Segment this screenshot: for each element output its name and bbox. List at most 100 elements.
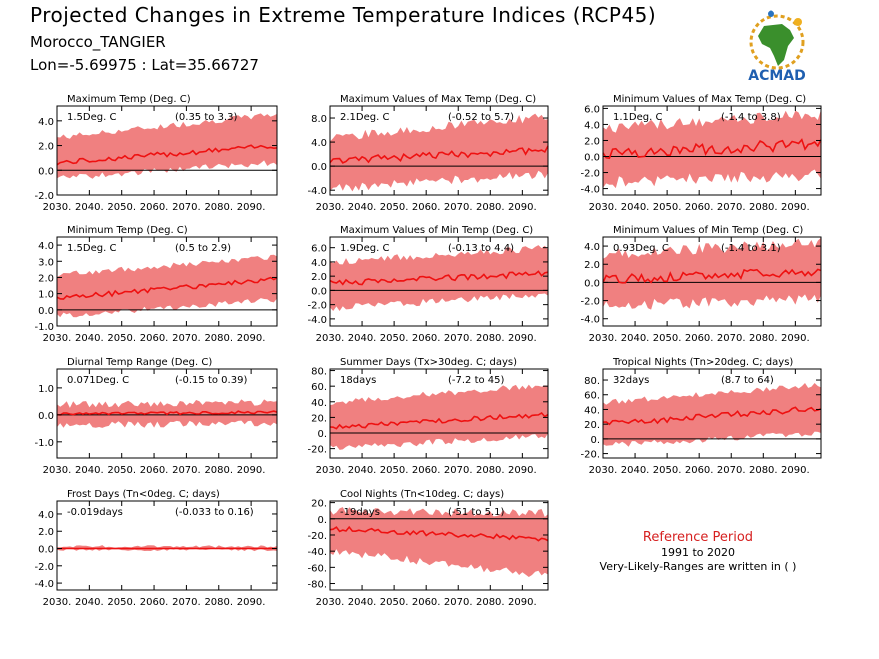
x-tick-label: 2070.	[172, 202, 201, 213]
x-tick-label: 2040.	[348, 333, 377, 344]
range-band	[330, 245, 548, 311]
range-value-label: (-51 to 5.1)	[448, 507, 505, 518]
range-value-label: (-1.4 to 3.8)	[721, 112, 781, 123]
x-tick-label: 2090.	[508, 333, 537, 344]
chart-title: Maximum Values of Min Temp (Deg. C)	[340, 225, 533, 236]
x-tick-label: 2060.	[685, 333, 714, 344]
plot-frame	[56, 105, 278, 196]
y-tick-label: -4.0	[34, 579, 54, 590]
y-tick-label: 40.	[584, 405, 600, 416]
median-line	[56, 276, 278, 300]
y-tick-label: -60.	[307, 563, 327, 574]
x-tick-label: 2090.	[237, 465, 266, 476]
x-tick-label: 2050.	[380, 202, 409, 213]
y-tick-label: 0.0	[38, 306, 54, 317]
y-tick-label: -4.0	[580, 315, 600, 326]
y-tick-label: 20.	[311, 499, 327, 510]
y-tick-label: -20.	[580, 450, 600, 461]
range-value-label: (-7.2 to 45)	[448, 375, 505, 386]
x-tick-label: 2090.	[237, 333, 266, 344]
y-tick-label: 60.	[311, 382, 327, 393]
range-value-label: (-0.52 to 5.7)	[448, 112, 514, 123]
plot-frame	[602, 368, 822, 459]
x-tick-label: 2070.	[172, 597, 201, 608]
plot-frame	[329, 105, 549, 196]
median-line	[56, 144, 278, 166]
y-tick-label: -1.0	[34, 438, 54, 449]
y-tick-label: 0.	[317, 429, 327, 440]
x-tick-label: 2040.	[621, 333, 650, 344]
x-tick-label: 2030.	[43, 465, 72, 476]
range-value-label: (-0.033 to 0.16)	[175, 507, 254, 518]
chart-title: Diurnal Temp Range (Deg. C)	[67, 357, 212, 368]
x-tick-label: 2050.	[380, 597, 409, 608]
x-tick-label: 2040.	[621, 202, 650, 213]
y-tick-label: 0.	[317, 515, 327, 526]
x-tick-label: 2040.	[621, 465, 650, 476]
y-tick-label: -4.0	[580, 185, 600, 196]
y-tick-label: 80.	[311, 367, 327, 378]
plot-frame	[56, 500, 278, 591]
location-coords: Lon=-5.69975 : Lat=35.66727	[30, 56, 259, 74]
y-tick-label: -2.0	[34, 562, 54, 573]
x-tick-label: 2030.	[43, 597, 72, 608]
median-value-label: 1.5Deg. C	[67, 112, 116, 123]
median-line	[329, 270, 549, 286]
x-tick-label: 2070.	[444, 597, 473, 608]
median-value-label: 18days	[340, 375, 376, 386]
x-tick-label: 2090.	[508, 597, 537, 608]
x-tick-label: 2060.	[412, 465, 441, 476]
y-tick-label: 2.0	[584, 136, 600, 147]
chart-title: Frost Days (Tn<0deg. C; days)	[67, 489, 220, 500]
y-tick-label: 0.0	[311, 286, 327, 297]
y-tick-label: -4.0	[307, 315, 327, 326]
y-tick-label: 4.0	[584, 120, 600, 131]
x-tick-label: 2060.	[412, 202, 441, 213]
x-tick-label: 2040.	[75, 465, 104, 476]
chart-panel: -4.0 -2.0 0.0 2.0 4.0 6.0 2030. 2040. 2050. 2060.…	[580, 94, 822, 213]
median-value-label: 1.9Deg. C	[340, 243, 389, 254]
range-band	[330, 507, 548, 577]
y-tick-label: 3.0	[38, 257, 54, 268]
logo-text: ACMAD	[748, 68, 806, 84]
x-tick-label: 2080.	[476, 465, 505, 476]
y-tick-label: -2.0	[34, 191, 54, 202]
x-tick-label: 2080.	[749, 465, 778, 476]
x-tick-label: 2090.	[781, 465, 810, 476]
x-tick-label: 2050.	[653, 202, 682, 213]
median-line	[602, 138, 822, 160]
chart-title: Summer Days (Tx>30deg. C; days)	[340, 357, 517, 368]
y-tick-label: 0.0	[584, 278, 600, 289]
range-band	[603, 237, 821, 310]
acmad-logo: ACMAD	[738, 8, 816, 84]
y-tick-label: 4.0	[584, 242, 600, 253]
x-tick-label: 2050.	[653, 333, 682, 344]
y-tick-label: 1.0	[38, 290, 54, 301]
plot-frame	[56, 236, 278, 327]
plot-frame	[602, 236, 822, 327]
x-tick-label: 2060.	[412, 597, 441, 608]
x-tick-label: 2050.	[107, 465, 136, 476]
x-tick-label: 2090.	[508, 465, 537, 476]
chart-panel: -20.0.20.40.60.80.2030. 2040. 2050. 2060. 20…	[307, 357, 549, 476]
y-tick-label: 20.	[584, 420, 600, 431]
y-tick-label: -1.0	[34, 322, 54, 333]
y-tick-label: 4.0	[38, 241, 54, 252]
x-tick-label: 2060.	[140, 333, 169, 344]
y-tick-label: 0.0	[38, 545, 54, 556]
x-tick-label: 2060.	[140, 465, 169, 476]
x-tick-label: 2080.	[204, 202, 233, 213]
x-tick-label: 2060.	[685, 465, 714, 476]
y-tick-label: -2.0	[580, 297, 600, 308]
y-tick-label: -20.	[307, 445, 327, 456]
chart-title: Maximum Temp (Deg. C)	[67, 94, 191, 105]
chart-title: Minimum Temp (Deg. C)	[67, 225, 188, 236]
x-tick-label: 2060.	[412, 333, 441, 344]
y-tick-label: 2.0	[584, 260, 600, 271]
x-tick-label: 2050.	[653, 465, 682, 476]
x-tick-label: 2090.	[237, 597, 266, 608]
chart-title: Cool Nights (Tn<10deg. C; days)	[340, 489, 504, 500]
